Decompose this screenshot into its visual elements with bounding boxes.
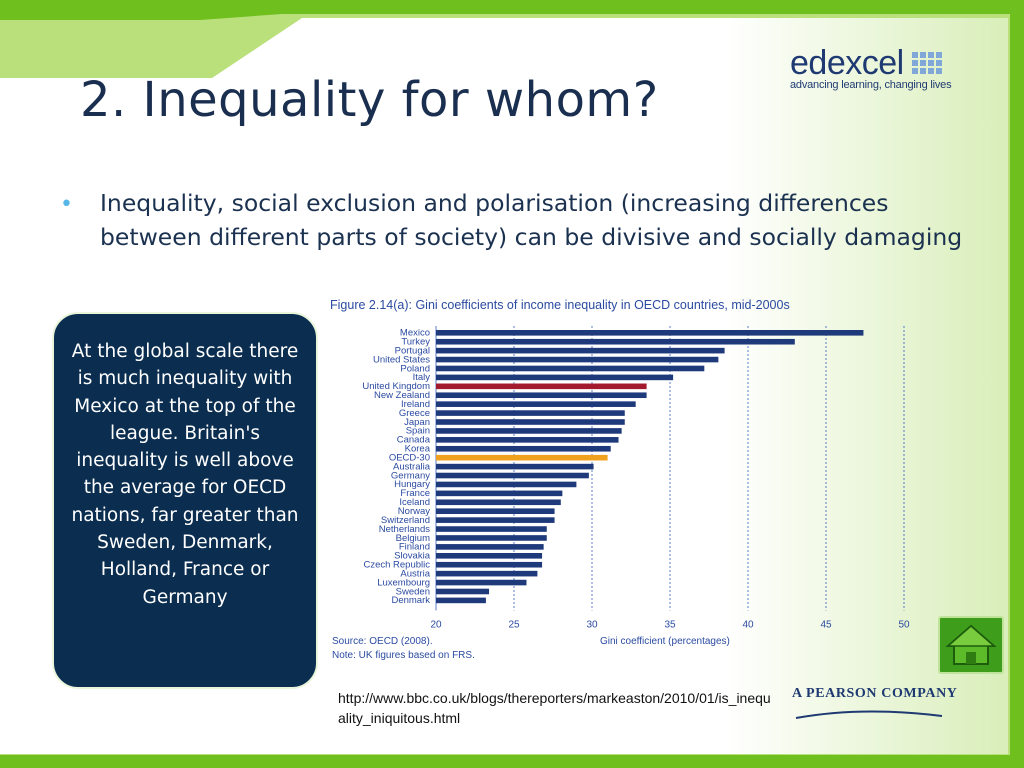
callout-box bbox=[52, 312, 318, 689]
category-label: Korea bbox=[405, 444, 431, 455]
chart-bars bbox=[436, 330, 864, 604]
bar bbox=[436, 463, 594, 470]
category-label: Japan bbox=[404, 417, 430, 428]
category-label: OECD-30 bbox=[389, 452, 430, 463]
x-tick-label: 50 bbox=[898, 620, 910, 631]
bar bbox=[436, 553, 543, 559]
bar bbox=[436, 330, 864, 336]
bullet-text: Inequality, social exclusion and polaris… bbox=[100, 189, 963, 251]
category-label: Italy bbox=[413, 372, 431, 383]
category-label: Finland bbox=[399, 542, 430, 553]
callout-text: At the global scale there is much inequa… bbox=[71, 341, 299, 608]
bar bbox=[436, 392, 647, 399]
x-tick-label: 40 bbox=[742, 620, 754, 631]
category-label: Netherlands bbox=[379, 524, 430, 535]
category-label: Greece bbox=[399, 408, 430, 419]
category-label: Luxembourg bbox=[377, 577, 430, 588]
category-label: Czech Republic bbox=[363, 560, 430, 571]
bar bbox=[436, 499, 561, 506]
x-tick-label: 20 bbox=[430, 620, 442, 631]
category-label: New Zealand bbox=[374, 390, 430, 401]
category-label: Switzerland bbox=[381, 515, 430, 526]
bar bbox=[436, 454, 608, 461]
category-label: Hungary bbox=[394, 479, 430, 490]
bar bbox=[436, 588, 490, 595]
chart-x-ticks: 20 25 30 35 40 45 50 bbox=[430, 620, 910, 631]
bullet-dot-icon: • bbox=[60, 192, 73, 217]
x-tick-label: 35 bbox=[664, 620, 676, 631]
category-label: Norway bbox=[398, 506, 430, 517]
bar bbox=[436, 481, 577, 488]
category-label: United States bbox=[373, 354, 430, 365]
logo-grid-icon bbox=[911, 51, 942, 74]
bar bbox=[436, 544, 544, 550]
logo-wordmark: edexcel bbox=[790, 44, 904, 82]
x-tick-label: 25 bbox=[508, 620, 520, 631]
bar bbox=[436, 374, 674, 381]
category-label: Sweden bbox=[396, 586, 430, 597]
x-tick-label: 45 bbox=[820, 620, 832, 631]
bar bbox=[436, 597, 486, 604]
home-icon bbox=[945, 624, 997, 665]
category-label: Mexico bbox=[400, 328, 430, 339]
chart-x-axis-label: Gini coefficient (percentages) bbox=[600, 636, 730, 647]
chart-title: Figure 2.14(a): Gini coefficients of inc… bbox=[330, 298, 790, 312]
bar bbox=[436, 383, 647, 390]
pearson-logo: A PEARSON COMPANY bbox=[792, 686, 958, 724]
category-label: Austria bbox=[400, 568, 430, 579]
x-tick-label: 30 bbox=[586, 620, 598, 631]
bar bbox=[436, 526, 547, 532]
bar bbox=[436, 472, 589, 479]
bar bbox=[436, 508, 555, 514]
chart-source: Source: OECD (2008). bbox=[332, 636, 433, 647]
gini-chart: Figure 2.14(a): Gini coefficients of inc… bbox=[330, 298, 910, 661]
category-label: Germany bbox=[391, 470, 430, 481]
chart-note: Note: UK figures based on FRS. bbox=[332, 650, 475, 661]
category-label: France bbox=[400, 488, 430, 499]
pearson-text: A PEARSON COMPANY bbox=[792, 686, 958, 701]
bar bbox=[436, 490, 563, 497]
category-label: Iceland bbox=[399, 497, 430, 508]
category-label: Slovakia bbox=[394, 551, 431, 562]
bar bbox=[436, 517, 555, 523]
category-label: Australia bbox=[393, 461, 431, 472]
category-label: Poland bbox=[400, 363, 430, 374]
slide-title: 2. Inequality for whom? bbox=[80, 72, 659, 128]
category-label: United Kingdom bbox=[362, 381, 430, 392]
bar bbox=[436, 347, 725, 354]
category-label: Spain bbox=[406, 426, 430, 437]
bar bbox=[436, 570, 538, 577]
category-label: Portugal bbox=[395, 345, 430, 356]
source-link[interactable]: http://www.bbc.co.uk/blogs/thereporters/… bbox=[338, 690, 771, 726]
category-label: Belgium bbox=[396, 533, 430, 544]
bar bbox=[436, 401, 636, 407]
bar bbox=[436, 338, 795, 345]
bar bbox=[436, 419, 625, 425]
category-label: Turkey bbox=[401, 337, 430, 348]
category-label: Ireland bbox=[401, 399, 430, 410]
edexcel-logo: edexcel advancing learning, changing liv… bbox=[790, 44, 952, 91]
bar bbox=[436, 535, 547, 541]
bar bbox=[436, 445, 611, 452]
bar bbox=[436, 561, 543, 568]
bar bbox=[436, 428, 622, 434]
bar bbox=[436, 410, 625, 416]
bar bbox=[436, 437, 619, 443]
bar bbox=[436, 365, 705, 372]
pearson-swoosh bbox=[795, 710, 943, 719]
bar bbox=[436, 579, 527, 586]
home-button[interactable] bbox=[938, 616, 1004, 674]
category-label: Denmark bbox=[391, 595, 430, 606]
logo-tagline: advancing learning, changing lives bbox=[790, 79, 952, 91]
bar bbox=[436, 356, 719, 363]
category-label: Canada bbox=[397, 435, 431, 446]
